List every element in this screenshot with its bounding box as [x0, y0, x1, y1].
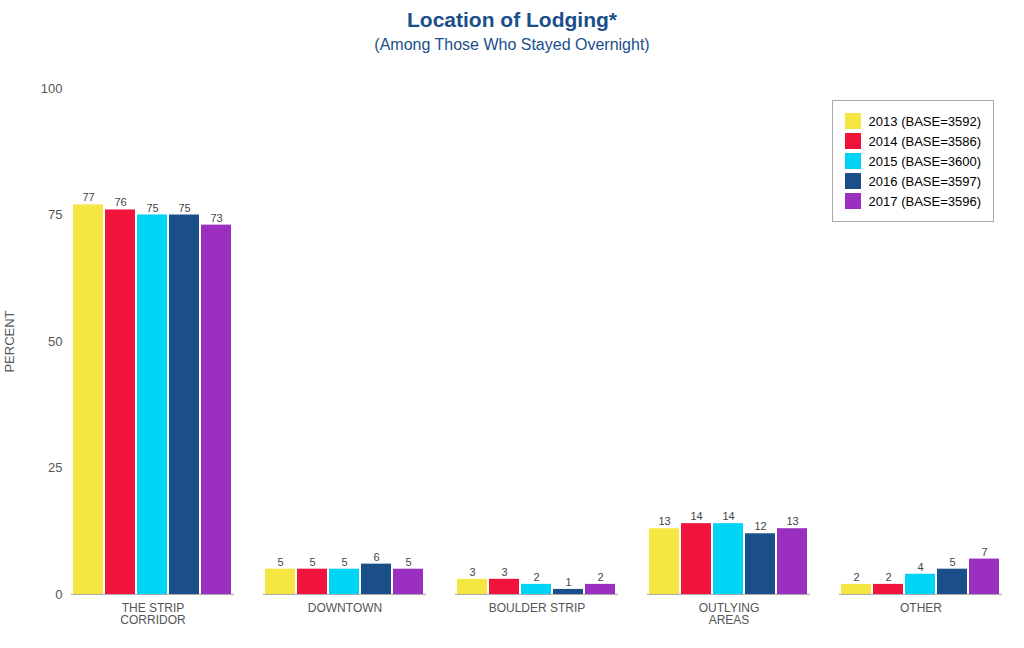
- svg-text:77: 77: [82, 191, 94, 203]
- svg-text:2: 2: [885, 571, 891, 583]
- html-text:2013 (BASE=3592): 2013 (BASE=3592): [868, 113, 981, 129]
- svg-text:3: 3: [501, 566, 507, 578]
- svg-text:100: 100: [41, 81, 63, 96]
- svg-text:5: 5: [277, 556, 283, 568]
- svg-text:14: 14: [690, 510, 702, 522]
- svg-text:25: 25: [48, 460, 62, 475]
- svg-text:50: 50: [48, 334, 62, 349]
- svg-text:73: 73: [210, 212, 222, 224]
- html-text:2014 (BASE=3586): 2014 (BASE=3586): [868, 133, 981, 149]
- html-text:2016 (BASE=3597): 2016 (BASE=3597): [868, 173, 981, 189]
- svg-text:PERCENT: PERCENT: [2, 310, 17, 372]
- html-text:2015 (BASE=3600): 2015 (BASE=3600): [868, 153, 981, 169]
- svg-text:6: 6: [373, 551, 379, 563]
- svg-text:4: 4: [917, 561, 923, 573]
- svg-text:75: 75: [48, 207, 62, 222]
- svg-text:13: 13: [786, 515, 798, 527]
- svg-text:OTHER: OTHER: [900, 601, 942, 615]
- html-text:(Among Those Who Stayed Overni: (Among Those Who Stayed Overnight): [374, 36, 650, 53]
- html-text:Location of Lodging*: Location of Lodging*: [407, 8, 617, 31]
- svg-text:12: 12: [754, 520, 766, 532]
- svg-text:2: 2: [597, 571, 603, 583]
- svg-text:0: 0: [55, 587, 62, 602]
- svg-text:14: 14: [722, 510, 734, 522]
- svg-text:13: 13: [658, 515, 670, 527]
- svg-text:75: 75: [178, 202, 190, 214]
- svg-text:5: 5: [405, 556, 411, 568]
- svg-text:BOULDER STRIP: BOULDER STRIP: [489, 601, 586, 615]
- svg-text:75: 75: [146, 202, 158, 214]
- svg-text:2: 2: [853, 571, 859, 583]
- svg-text:5: 5: [309, 556, 315, 568]
- svg-text:7: 7: [981, 546, 987, 558]
- svg-text:OUTLYINGAREAS: OUTLYINGAREAS: [699, 601, 759, 627]
- svg-text:DOWNTOWN: DOWNTOWN: [308, 601, 382, 615]
- svg-text:3: 3: [469, 566, 475, 578]
- svg-text:THE STRIPCORRIDOR: THE STRIPCORRIDOR: [120, 601, 186, 627]
- svg-text:1: 1: [565, 576, 571, 588]
- html-text:2017 (BASE=3596): 2017 (BASE=3596): [868, 193, 981, 209]
- svg-text:5: 5: [341, 556, 347, 568]
- svg-text:76: 76: [114, 196, 126, 208]
- svg-text:5: 5: [949, 556, 955, 568]
- svg-text:2: 2: [533, 571, 539, 583]
